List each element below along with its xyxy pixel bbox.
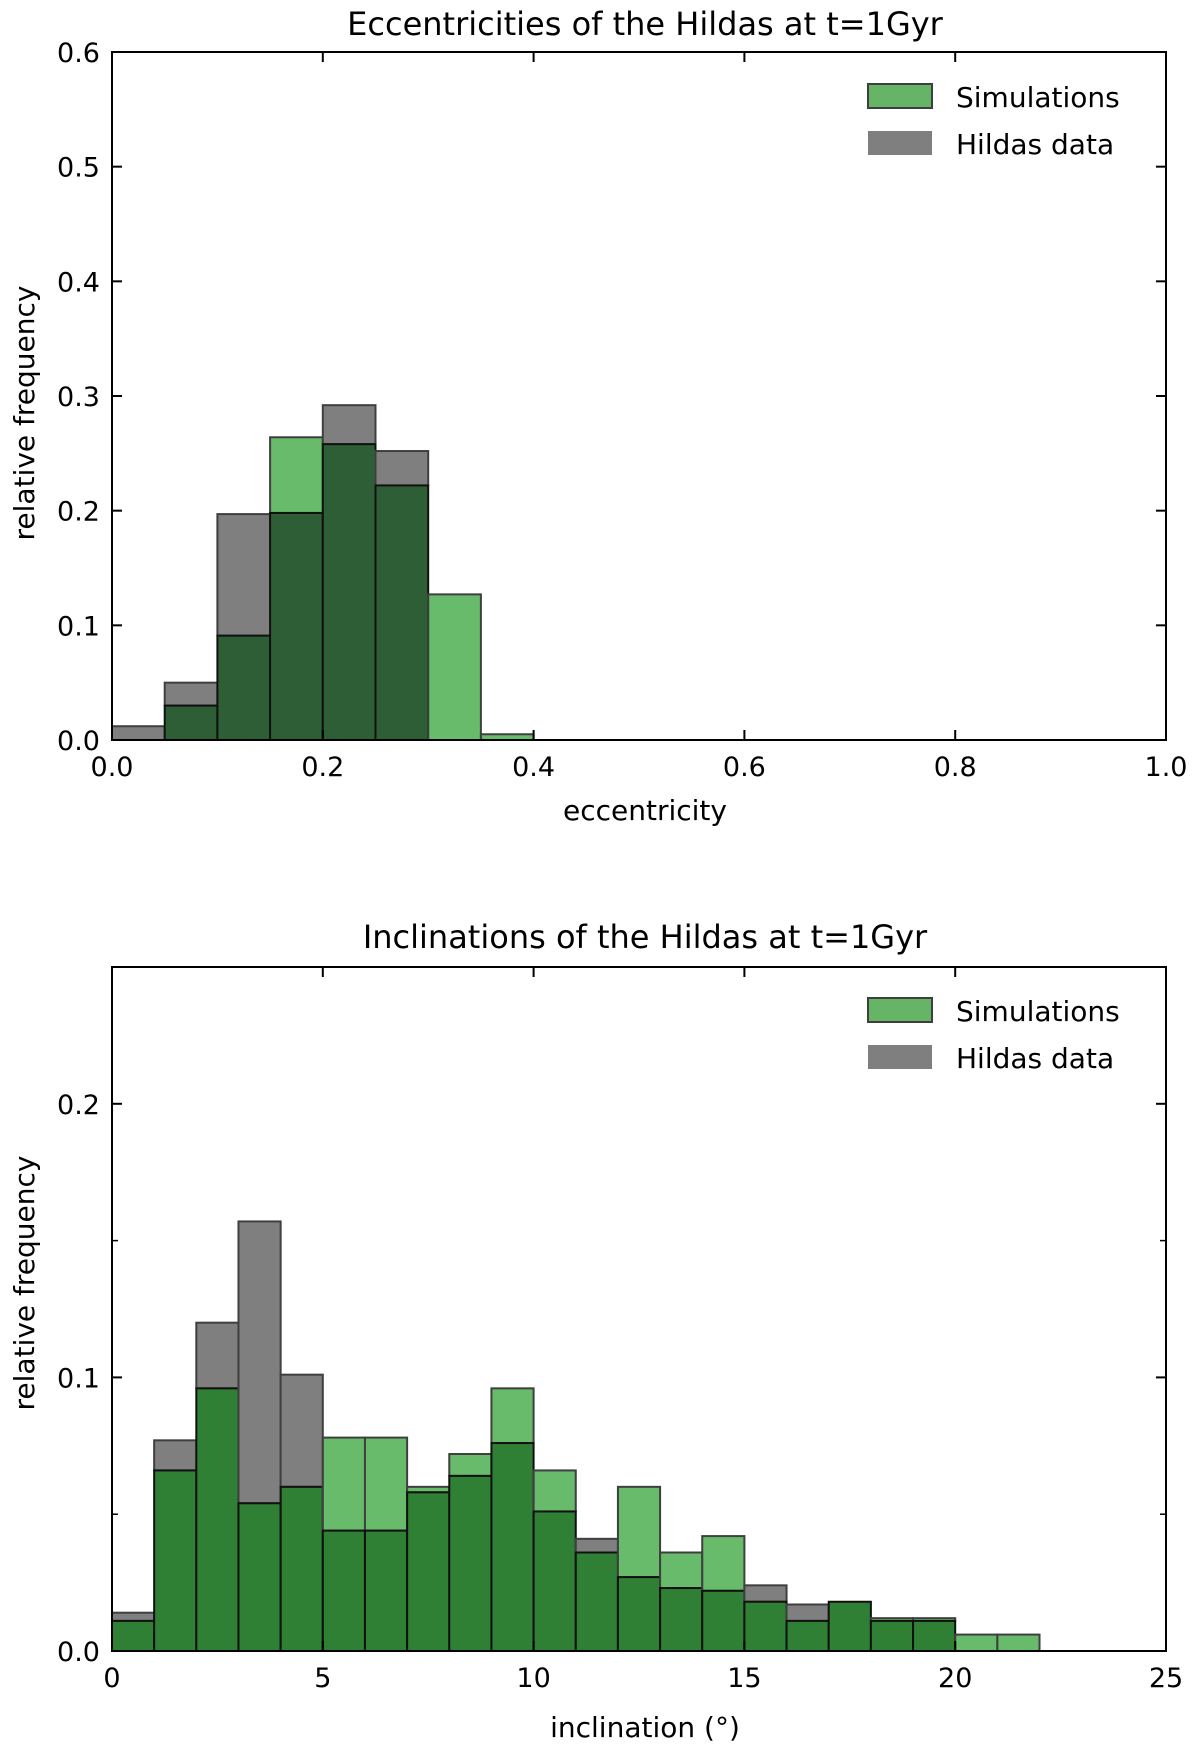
y-tick-label: 0.2 — [57, 497, 100, 528]
x-tick-label: 1.0 — [1145, 752, 1188, 783]
hildas-data-bar — [574, 1537, 619, 1554]
x-tick-label: 0.4 — [512, 752, 555, 783]
y-tick-label: 0.5 — [57, 153, 100, 184]
overlap-bar — [321, 1529, 366, 1652]
y-tick-label: 0.3 — [57, 382, 100, 413]
overlap-bar — [912, 1619, 957, 1653]
overlap-bar — [163, 704, 219, 741]
y-tick-label: 0.4 — [57, 267, 100, 298]
overlap-bar — [532, 1510, 577, 1652]
overlap-bar — [195, 1387, 240, 1652]
simulations-bar — [321, 1436, 366, 1532]
x-tick-label: 25 — [1149, 1663, 1183, 1694]
inclination-title: Inclinations of the Hildas at t=1Gyr — [363, 918, 928, 956]
simulations-bar — [427, 593, 482, 742]
hildas-data-bar — [153, 1439, 198, 1472]
overlap-bar — [827, 1600, 872, 1652]
hildas-data-bar — [111, 725, 166, 741]
eccentricity-bars — [111, 404, 535, 742]
x-tick-label: 5 — [314, 1663, 331, 1694]
y-tick-label: 0.2 — [57, 1090, 100, 1121]
hildas-data-bar — [785, 1603, 830, 1622]
overlap-bar — [869, 1619, 915, 1653]
simulations-bar — [448, 1453, 493, 1477]
eccentricity-title: Eccentricities of the Hildas at t=1Gyr — [347, 5, 944, 43]
hildas-data-bar — [195, 1321, 240, 1390]
x-tick-label: 0.6 — [723, 752, 766, 783]
overlap-bar — [216, 634, 272, 741]
legend-label-simulations: Simulations — [956, 81, 1120, 114]
overlap-bar — [321, 443, 377, 741]
x-tick-label: 15 — [727, 1663, 761, 1694]
overlap-bar — [659, 1587, 704, 1653]
simulations-bar — [616, 1485, 662, 1579]
simulations-bar — [701, 1535, 746, 1592]
y-tick-label: 0.1 — [57, 611, 100, 642]
simulations-bar — [954, 1633, 999, 1652]
eccentricity-legend: Simulations Hildas data — [867, 81, 1120, 161]
overlap-bar — [406, 1491, 451, 1653]
x-tick-label: 0.0 — [91, 752, 134, 783]
overlap-bar — [374, 484, 430, 741]
inclination-xlabel: inclination (°) — [550, 1711, 740, 1744]
simulations-bar — [532, 1469, 577, 1513]
overlap-bar — [448, 1474, 493, 1652]
inclination-plot-frame — [111, 966, 1167, 1652]
legend-swatch-simulations — [867, 83, 933, 109]
hildas-data-bar — [279, 1373, 324, 1488]
overlap-bar — [785, 1619, 830, 1653]
inclination-bars — [111, 1220, 1041, 1653]
overlap-bar — [269, 511, 324, 742]
simulations-bar — [659, 1551, 704, 1590]
simulations-bar — [269, 436, 324, 514]
x-tick-label: 0.2 — [301, 752, 344, 783]
hildas-data-bar — [216, 513, 272, 637]
hildas-data-bar — [374, 450, 430, 487]
overlap-bar — [153, 1469, 198, 1652]
simulations-bar — [996, 1633, 1041, 1652]
legend-swatch-hildas-data — [868, 1045, 932, 1069]
inclination-ylabel: relative frequency — [8, 1156, 41, 1411]
simulations-bar — [490, 1387, 535, 1445]
simulations-bar — [363, 1436, 409, 1532]
hildas-data-bar — [321, 404, 377, 446]
overlap-bar — [701, 1589, 746, 1652]
inclination-ticks: 0 5 10 15 20 25 0.0 0.1 0.2 — [57, 966, 1183, 1694]
overlap-bar — [490, 1442, 535, 1652]
overlap-bar — [616, 1576, 662, 1653]
eccentricity-panel: Eccentricities of the Hildas at t=1Gyr e… — [8, 5, 1187, 827]
x-tick-label: 0.8 — [934, 752, 977, 783]
y-tick-label: 0.0 — [57, 726, 100, 757]
eccentricity-plot-frame — [111, 51, 1167, 741]
inclination-legend: Simulations Hildas data — [867, 995, 1120, 1075]
x-tick-label: 10 — [516, 1663, 550, 1694]
overlap-bar — [237, 1502, 282, 1652]
hildas-data-bar — [163, 681, 219, 707]
overlap-bar — [111, 1619, 156, 1653]
legend-label-hildas-data: Hildas data — [956, 128, 1114, 161]
inclination-panel: Inclinations of the Hildas at t=1Gyr inc… — [8, 918, 1183, 1744]
x-tick-label: 0 — [103, 1663, 120, 1694]
overlap-bar — [363, 1529, 409, 1652]
overlap-bar — [279, 1485, 324, 1652]
overlap-bar — [574, 1551, 619, 1653]
y-tick-label: 0.0 — [57, 1637, 100, 1668]
hildas-data-bar — [743, 1584, 788, 1603]
legend-label-hildas-data: Hildas data — [956, 1042, 1114, 1075]
y-tick-label: 0.1 — [57, 1363, 100, 1394]
hildas-data-bar — [111, 1611, 156, 1622]
legend-swatch-simulations — [867, 997, 933, 1023]
legend-swatch-hildas-data — [868, 131, 932, 155]
eccentricity-ylabel: relative frequency — [8, 286, 41, 541]
legend-label-simulations: Simulations — [956, 995, 1120, 1028]
overlap-bar — [743, 1600, 788, 1652]
x-tick-label: 20 — [938, 1663, 972, 1694]
hildas-data-bar — [237, 1220, 282, 1505]
y-tick-label: 0.6 — [57, 38, 100, 69]
eccentricity-xlabel: eccentricity — [563, 794, 727, 827]
